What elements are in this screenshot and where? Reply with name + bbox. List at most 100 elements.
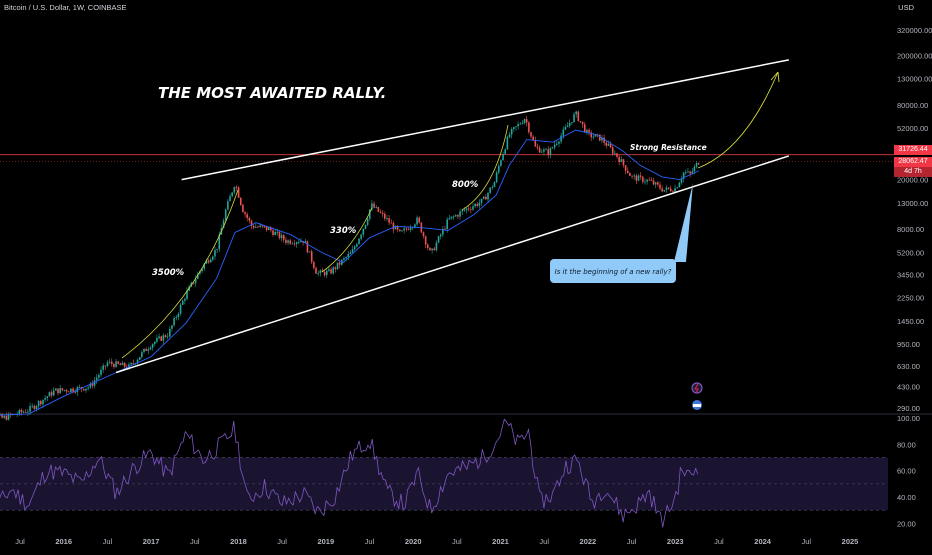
candle-body [538,147,541,153]
candle-body [659,184,661,189]
candle-body [280,235,283,239]
candle-body [689,171,691,174]
time-axis-label: Jul [714,537,724,546]
candle-body [611,147,614,154]
candle-body [665,187,668,191]
symbol-header[interactable]: Bitcoin / U.S. Dollar, 1W, COINBASE [4,3,127,12]
candle-body [650,180,653,181]
candle-body [7,413,10,420]
candle-body [386,218,388,219]
candle-body [263,226,266,228]
candle-body [461,210,464,212]
candle-body [377,207,380,212]
time-axis-label: 2016 [55,537,72,546]
candle-body [78,386,81,388]
rsi-line [0,418,699,528]
candle-body [375,207,378,208]
time-axis-label: Jul [277,537,287,546]
price-axis-label: 950.00 [897,340,920,349]
candle-body [403,228,405,231]
candle-body [558,141,560,144]
candle-body [42,399,44,405]
candle-body [173,318,175,326]
candle-body [493,182,496,188]
candle-body [399,229,401,232]
candle-body [147,349,150,351]
candle-body [93,380,96,386]
candle-countdown-tag: 4d 7h [894,167,932,177]
candle-body [427,244,429,248]
candle-body [556,143,558,145]
candle-body [61,388,64,391]
candle-body [218,234,221,250]
candle-body [418,217,421,223]
candle-body [517,123,519,127]
candle-body [130,362,132,365]
candle-body [618,156,620,162]
candle-body [27,411,29,413]
candle-body [59,388,61,394]
candle-body [65,389,68,392]
price-axis-label: 200000.00 [897,51,932,60]
candle-body [351,249,354,253]
resistance-label: Strong Resistance [630,143,707,152]
candle-body [532,136,534,141]
candle-body [181,300,184,305]
candle-body [515,126,517,128]
candle-body [448,218,451,220]
candle-body [394,226,397,230]
candle-body [278,231,281,239]
candle-body [510,128,513,135]
candle-body [687,171,689,173]
candle-body [295,242,298,244]
candle-body [525,119,528,123]
candle-body [579,120,582,122]
candle-body [661,188,663,192]
price-axis-label: 320000.00 [897,26,932,35]
candle-body [287,240,289,243]
candle-body [252,225,255,228]
price-axis-label: 630.00 [897,362,920,371]
price-axis-label: 52000.00 [897,124,928,133]
price-axis-label: 5200.00 [897,248,924,257]
rsi-axis-label: 20.00 [897,519,916,528]
price-axis-label: 80000.00 [897,101,928,110]
candle-body [46,396,49,399]
time-axis-label: 2022 [580,537,597,546]
candle-body [67,391,70,393]
time-axis-label: 2024 [754,537,772,546]
candle-body [100,369,102,376]
candle-body [89,383,92,388]
candle-body [680,178,683,183]
candle-body [495,172,498,183]
candle-body [575,111,577,115]
candle-body [388,218,390,223]
candle-body [141,352,143,358]
candle-body [364,224,367,229]
lightning-glyph-icon [694,383,699,394]
candle-body [609,143,612,148]
candles [0,110,700,421]
candle-body [76,387,79,393]
price-axis-label: 130000.00 [897,75,932,84]
rally-label-3500: 3500% [152,268,185,278]
candle-body [562,129,565,136]
candle-body [620,159,623,162]
candle-body [405,228,408,230]
candle-body [40,401,42,405]
candle-body [637,175,640,181]
candle-body [474,203,476,207]
candle-body [629,173,631,176]
candle-body [83,388,85,391]
candle-body [57,388,59,394]
candle-body [95,377,98,381]
candle-body [697,163,700,165]
candle-body [237,187,240,198]
candle-body [523,119,526,124]
candle-body [102,365,104,370]
rally-label-330: 330% [330,226,357,236]
candle-body [353,246,356,250]
candle-body [177,313,180,318]
